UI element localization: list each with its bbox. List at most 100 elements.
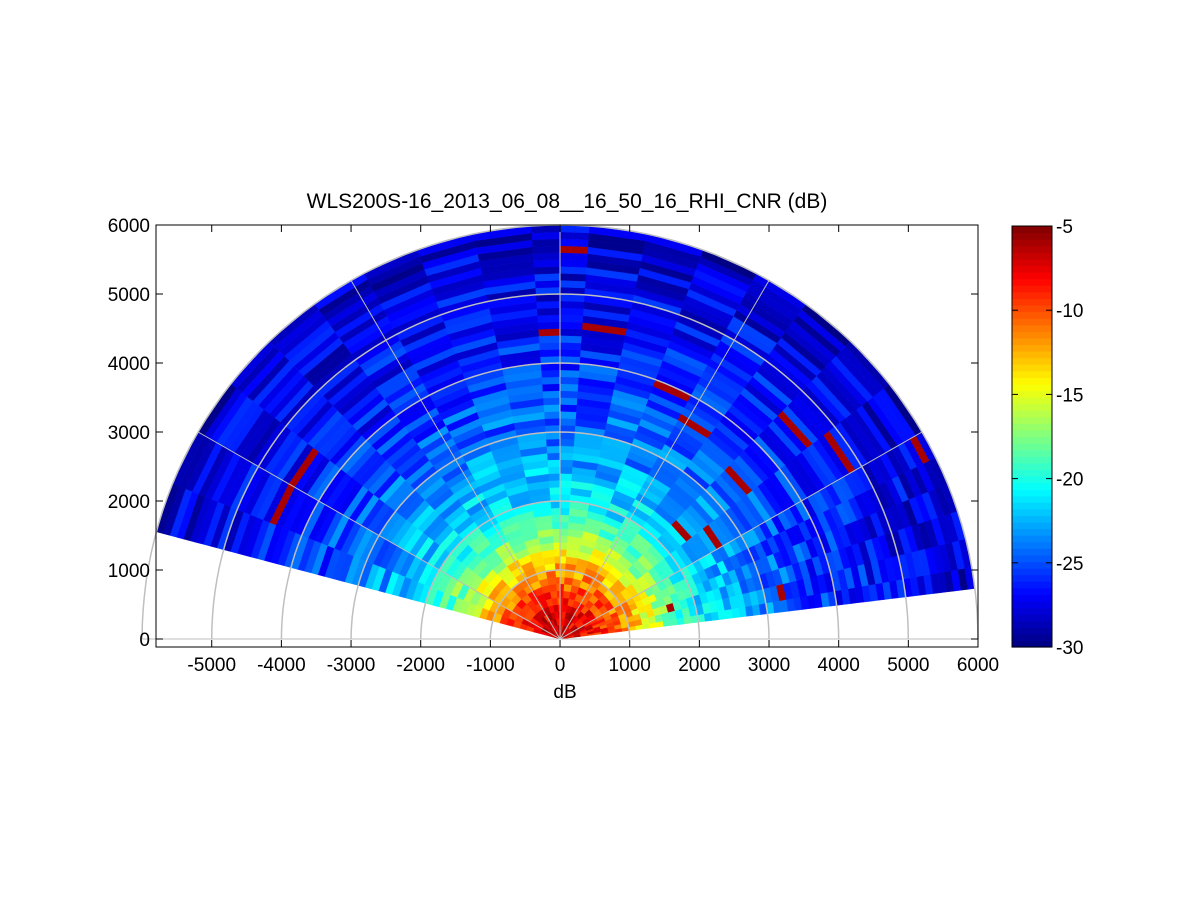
colorbar-swatch	[1012, 627, 1052, 635]
cnr-cell	[559, 411, 577, 419]
cnr-cell	[540, 369, 561, 378]
colorbar-swatch	[1012, 383, 1052, 392]
colorbar-swatch	[1012, 403, 1052, 411]
beam-sector	[559, 566, 976, 640]
cnr-cell	[559, 300, 585, 309]
cnr-cell	[559, 459, 573, 468]
colorbar-swatch	[1012, 443, 1052, 451]
cnr-cell	[553, 549, 561, 557]
beam-sector	[559, 233, 704, 640]
colorbar-frame	[1011, 225, 1053, 648]
y-axis: 0 1000 2000 3000 4000 5000 6000	[108, 216, 978, 651]
colorbar-swatch	[1012, 633, 1052, 642]
cnr-cell	[559, 569, 566, 578]
plot-area	[141, 224, 979, 640]
x-tick-label: -1000	[466, 655, 515, 676]
cnr-cell	[531, 238, 561, 247]
cnr-cell	[559, 376, 579, 385]
cnr-cell	[559, 507, 570, 516]
colorbar-swatch	[1012, 581, 1052, 589]
colorbar-swatch	[1012, 239, 1052, 247]
cnr-cell	[541, 376, 561, 385]
colorbar-swatch	[1012, 370, 1052, 378]
colorbar-swatch	[1012, 364, 1052, 372]
colorbar-swatch	[1012, 535, 1052, 543]
cnr-cell	[551, 521, 561, 530]
beam-sector	[269, 303, 561, 640]
colorbar-tick-label: -30	[1056, 638, 1083, 659]
cnr-cell	[546, 452, 561, 461]
colorbar-swatch	[1012, 318, 1052, 326]
cnr-cell	[550, 500, 561, 509]
colorbar-swatch	[1012, 298, 1052, 306]
colorbar-swatch	[1012, 607, 1052, 615]
cnr-cell	[559, 238, 589, 247]
cnr-cell	[559, 307, 584, 316]
cnr-cell	[559, 576, 565, 585]
colorbar-swatch	[1012, 344, 1052, 352]
beam-sector	[314, 273, 561, 640]
cnr-cell	[543, 404, 561, 413]
beam-sector	[559, 510, 966, 640]
cnr-cell	[542, 390, 561, 399]
x-tick-label: 1000	[609, 655, 651, 676]
colorbar-swatch	[1012, 429, 1052, 438]
x-tick-label: 3000	[748, 655, 790, 676]
cnr-cell	[559, 383, 579, 392]
cnr-cell	[548, 480, 561, 488]
beam-sector	[559, 340, 890, 640]
cnr-cell	[548, 473, 561, 481]
colorbar-swatch	[1012, 390, 1052, 398]
cnr-cell	[559, 480, 572, 488]
y-tick-label: 0	[139, 630, 150, 651]
cnr-cell	[559, 314, 584, 323]
cnr-cell	[559, 521, 569, 530]
colorbar-swatch	[1012, 620, 1052, 628]
x-tick-label: -2000	[396, 655, 445, 676]
cnr-cell	[559, 266, 587, 275]
cnr-cell	[531, 231, 561, 241]
radial-spoke	[197, 431, 561, 640]
cnr-cell	[547, 466, 561, 475]
cnr-cell	[537, 321, 561, 330]
cnr-cell	[554, 569, 561, 578]
cnr-cell	[563, 583, 572, 593]
cnr-cell	[534, 273, 561, 282]
colorbar-swatch	[1012, 232, 1052, 240]
x-tick-label: 4000	[818, 655, 860, 676]
cnr-cell	[553, 555, 561, 564]
chart-title: WLS200S-16_2013_06_08__16_50_16_RHI_CNR …	[307, 190, 828, 213]
cnr-cell	[559, 348, 581, 358]
cnr-cell	[559, 328, 583, 337]
cnr-cell	[552, 528, 561, 537]
cnr-cell	[559, 535, 568, 543]
cnr-cell	[554, 562, 561, 571]
cnr-cell	[559, 555, 567, 564]
y-tick-label: 2000	[108, 492, 150, 513]
x-tick-label: 6000	[957, 655, 999, 676]
cnr-cell	[536, 307, 561, 316]
y-tick-label: 6000	[108, 216, 150, 237]
radial-spoke	[559, 431, 923, 640]
cnr-cell	[559, 542, 568, 550]
x-tick-label: -4000	[257, 655, 306, 676]
beam-sector	[416, 233, 561, 640]
colorbar-swatch	[1012, 640, 1052, 648]
x-tick-label: 5000	[887, 655, 929, 676]
colorbar-swatch	[1012, 528, 1052, 536]
cnr-cell	[546, 445, 561, 454]
cnr-cell	[703, 612, 713, 622]
cnr-cell	[552, 542, 561, 550]
colorbar-tick-label: -10	[1056, 301, 1083, 322]
cnr-cell	[559, 231, 589, 241]
colorbar-tick-label: -5	[1056, 217, 1073, 238]
polar-grid	[141, 224, 979, 640]
beam-sector	[172, 431, 561, 640]
cnr-cell	[559, 438, 575, 447]
cnr-cell	[559, 500, 571, 509]
beam-sector	[559, 224, 590, 640]
cnr-cell	[549, 493, 561, 502]
cnr-cell	[533, 266, 561, 275]
cnr-cell	[559, 273, 587, 282]
